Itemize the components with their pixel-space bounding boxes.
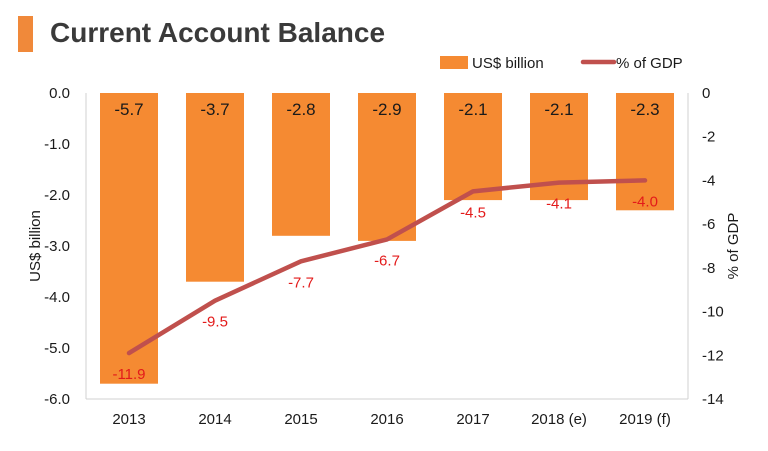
gdp-point xyxy=(557,181,561,185)
gdp-value-label: -4.1 xyxy=(546,196,572,213)
gdp-point xyxy=(213,299,217,303)
bar xyxy=(272,93,330,236)
bar xyxy=(444,93,502,201)
y-tick-label: -6.0 xyxy=(44,391,70,408)
gdp-point xyxy=(385,237,389,241)
gdp-value-label: -6.7 xyxy=(374,252,400,269)
y2-tick-label: -4 xyxy=(702,172,715,189)
y-tick-label: -3.0 xyxy=(44,238,70,255)
gdp-value-label: -4.5 xyxy=(460,204,486,221)
y2-tick-label: -10 xyxy=(702,304,724,321)
legend-swatch-bar xyxy=(440,56,468,69)
y2-tick-label: -12 xyxy=(702,347,724,364)
gdp-point xyxy=(299,259,303,263)
x-tick-label: 2015 xyxy=(284,411,317,428)
gdp-point xyxy=(471,189,475,193)
gdp-value-label: -9.5 xyxy=(202,314,228,331)
y-axis-title: US$ billion xyxy=(27,210,44,282)
y-tick-label: -2.0 xyxy=(44,187,70,204)
bar xyxy=(616,93,674,211)
bar-value-label: -2.1 xyxy=(544,100,573,119)
legend-label-bar: US$ billion xyxy=(472,55,544,72)
y2-tick-label: -6 xyxy=(702,216,715,233)
y2-tick-label: 0 xyxy=(702,85,710,102)
y-tick-label: 0.0 xyxy=(49,85,70,102)
x-tick-label: 2016 xyxy=(370,411,403,428)
bar-value-label: -2.8 xyxy=(286,100,315,119)
gdp-value-label: -7.7 xyxy=(288,274,314,291)
gdp-value-label: -4.0 xyxy=(632,193,658,210)
gdp-point xyxy=(127,351,131,355)
x-tick-label: 2014 xyxy=(198,411,231,428)
x-tick-label: 2013 xyxy=(112,411,145,428)
y2-tick-label: -2 xyxy=(702,129,715,146)
x-tick-label: 2019 (f) xyxy=(619,411,671,428)
bar-value-label: -2.9 xyxy=(372,100,401,119)
legend-label-line: % of GDP xyxy=(616,55,683,72)
x-tick-label: 2017 xyxy=(456,411,489,428)
y2-axis-title: % of GDP xyxy=(725,213,742,280)
bar-value-label: -5.7 xyxy=(114,100,143,119)
title-accent-bar xyxy=(18,16,33,52)
y-tick-label: -4.0 xyxy=(44,289,70,306)
bar-value-label: -3.7 xyxy=(200,100,229,119)
y-tick-label: -1.0 xyxy=(44,136,70,153)
y-tick-label: -5.0 xyxy=(44,340,70,357)
gdp-point xyxy=(643,178,647,182)
bar xyxy=(100,93,158,384)
bar-value-label: -2.1 xyxy=(458,100,487,119)
y2-tick-label: -14 xyxy=(702,391,724,408)
bar xyxy=(186,93,244,282)
chart-title: Current Account Balance xyxy=(50,17,386,48)
bar xyxy=(358,93,416,241)
bar-value-label: -2.3 xyxy=(630,100,659,119)
gdp-value-label: -11.9 xyxy=(112,366,145,383)
x-tick-label: 2018 (e) xyxy=(531,411,587,428)
y2-tick-label: -8 xyxy=(702,260,715,277)
